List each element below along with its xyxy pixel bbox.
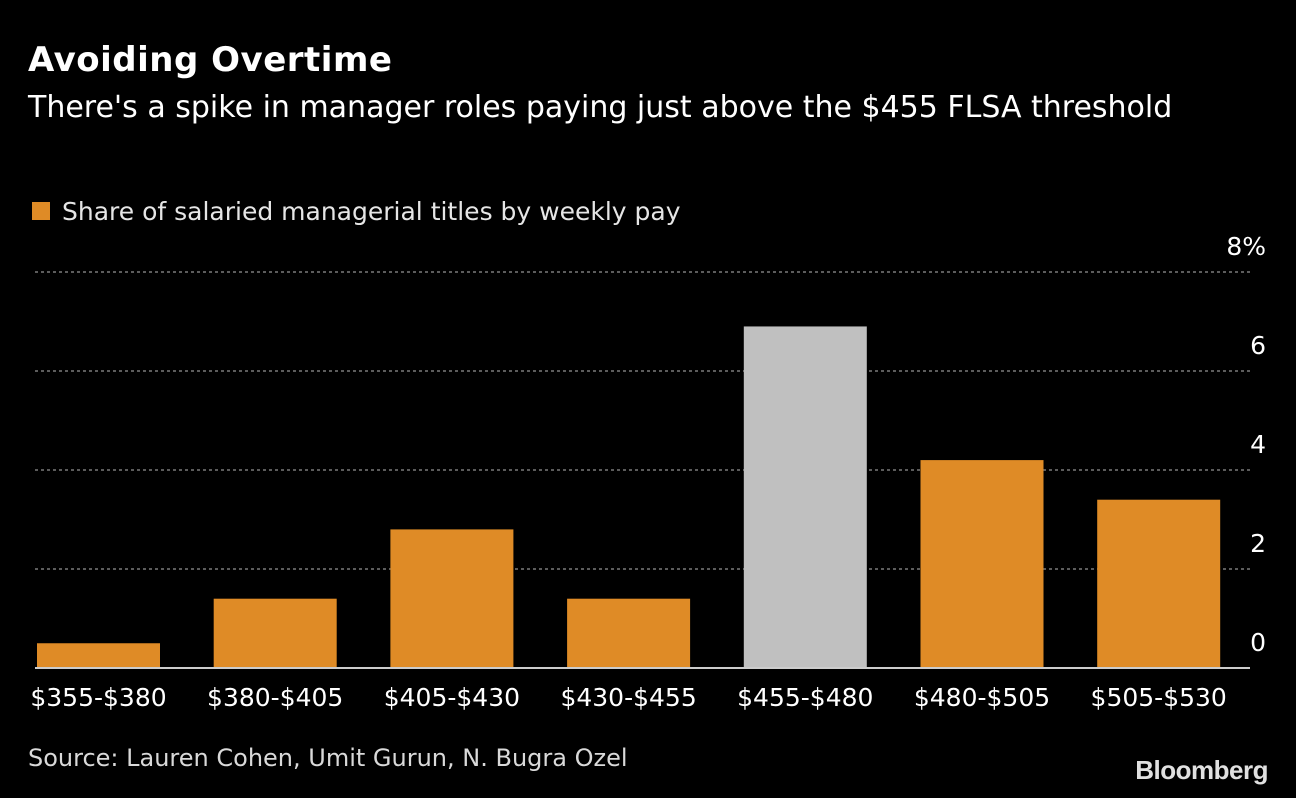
x-axis-labels: $355-$380 $380-$405 $405-$430 $430-$455 $455… — [30, 683, 1226, 712]
chart-subtitle: There's a spike in manager roles paying … — [28, 90, 1173, 125]
x-tick-label-0: $355-$380 — [30, 683, 166, 712]
legend: Share of salaried managerial titles by w… — [32, 196, 681, 226]
x-tick-label-6: $505-$530 — [1091, 683, 1227, 712]
x-tick-label-4: $455-$480 — [737, 683, 873, 712]
bar-2 — [390, 529, 514, 668]
x-tick-label-5: $480-$505 — [914, 683, 1050, 712]
legend-label: Share of salaried managerial titles by w… — [62, 196, 681, 226]
bar-5 — [920, 460, 1044, 668]
x-tick-label-1: $380-$405 — [207, 683, 343, 712]
bar-0 — [37, 643, 160, 668]
y-tick-label-8: 8% — [1226, 232, 1266, 261]
source-note: Source: Lauren Cohen, Umit Gurun, N. Bug… — [28, 744, 628, 772]
bars — [37, 326, 1221, 668]
y-axis-ticks: 0 2 4 6 8% — [1226, 232, 1266, 657]
chart-title: Avoiding Overtime — [28, 40, 393, 80]
bar-6 — [1097, 499, 1221, 668]
bar-3 — [567, 598, 691, 668]
bar-1 — [213, 598, 337, 668]
bloomberg-logo: Bloomberg — [1135, 755, 1268, 785]
bar-chart: 0 2 4 6 8% $355-$380 $380-$405 $405-$430 $430-$… — [30, 232, 1266, 712]
legend-swatch — [32, 202, 50, 220]
x-tick-label-2: $405-$430 — [384, 683, 520, 712]
y-tick-label-0: 0 — [1250, 628, 1266, 657]
x-tick-label-3: $430-$455 — [560, 683, 696, 712]
bar-4 — [743, 326, 867, 668]
y-tick-label-4: 4 — [1250, 430, 1266, 459]
gridlines — [35, 271, 1250, 570]
y-tick-label-2: 2 — [1250, 529, 1266, 558]
y-tick-label-6: 6 — [1250, 331, 1266, 360]
